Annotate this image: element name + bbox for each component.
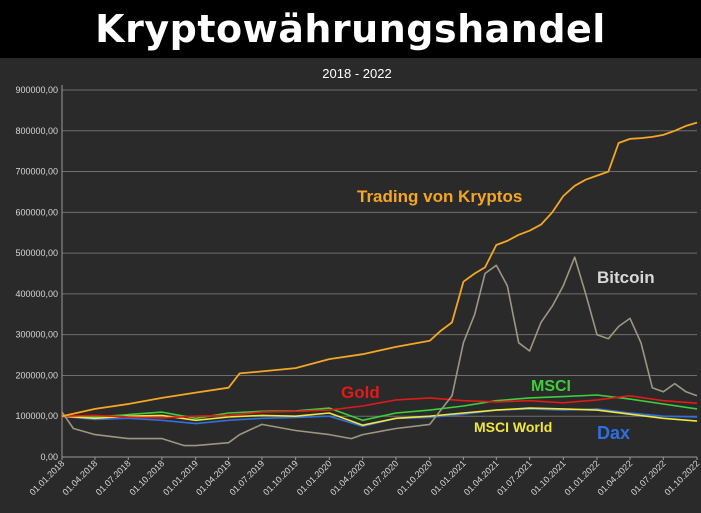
title-banner: Kryptowährungshandel bbox=[0, 0, 701, 58]
x-tick-label: 01.04.2020 bbox=[328, 458, 367, 497]
series-label-trading-von-kryptos: Trading von Kryptos bbox=[357, 187, 522, 206]
series-label-gold: Gold bbox=[341, 383, 380, 402]
y-tick-label: 400000,00 bbox=[15, 289, 58, 299]
y-tick-label: 700000,00 bbox=[15, 167, 58, 177]
x-tick-label: 01.10.2022 bbox=[662, 458, 701, 497]
y-tick-label: 900000,00 bbox=[15, 85, 58, 95]
series-label-msci: MSCI bbox=[531, 378, 571, 395]
x-tick-label: 01.10.2018 bbox=[127, 458, 166, 497]
series-label-dax: Dax bbox=[597, 423, 630, 443]
series-label-bitcoin: Bitcoin bbox=[597, 268, 655, 287]
series-line-bitcoin bbox=[61, 256, 698, 447]
x-tick-label: 01.04.2022 bbox=[595, 458, 634, 497]
y-tick-label: 500000,00 bbox=[15, 248, 58, 258]
series-line-msci-world bbox=[61, 407, 698, 426]
series-line-msci bbox=[61, 394, 698, 422]
y-tick-label: 200000,00 bbox=[15, 370, 58, 380]
x-tick-label: 01.04.2019 bbox=[194, 458, 233, 497]
x-tick-label: 01.07.2019 bbox=[227, 458, 266, 497]
chart-title: Kryptowährungshandel bbox=[95, 7, 606, 51]
y-tick-label: 100000,00 bbox=[15, 411, 58, 421]
x-tick-label: 01.07.2020 bbox=[361, 458, 400, 497]
x-tick-label: 01.07.2021 bbox=[495, 458, 534, 497]
y-tick-label: 300000,00 bbox=[15, 330, 58, 340]
series-label-msci-world: MSCI World bbox=[474, 419, 552, 435]
y-tick-label: 800000,00 bbox=[15, 126, 58, 136]
x-tick-label: 01.01.2020 bbox=[295, 458, 334, 497]
chart-subtitle: 2018 - 2022 bbox=[322, 66, 391, 81]
x-tick-label: 01.07.2018 bbox=[94, 458, 133, 497]
x-tick-label: 01.10.2019 bbox=[261, 458, 300, 497]
x-tick-label: 01.10.2021 bbox=[529, 458, 568, 497]
y-tick-label: 600000,00 bbox=[15, 207, 58, 217]
x-tick-label: 01.04.2018 bbox=[60, 458, 99, 497]
series-line-trading-von-kryptos bbox=[61, 121, 698, 418]
x-tick-label: 01.07.2022 bbox=[629, 458, 668, 497]
series-line-gold bbox=[61, 395, 698, 419]
y-tick-label: 0,00 bbox=[40, 452, 58, 462]
x-tick-label: 01.04.2021 bbox=[462, 458, 501, 497]
x-tick-label: 01.10.2020 bbox=[395, 458, 434, 497]
